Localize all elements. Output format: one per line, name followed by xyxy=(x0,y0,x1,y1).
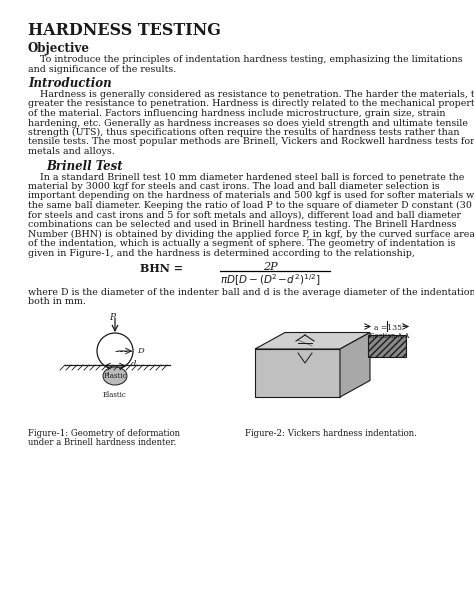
Text: under a Brinell hardness indenter.: under a Brinell hardness indenter. xyxy=(28,438,176,447)
Text: HARDNESS TESTING: HARDNESS TESTING xyxy=(28,22,221,39)
Polygon shape xyxy=(255,332,370,349)
Text: where D is the diameter of the indenter ball and d is the average diameter of th: where D is the diameter of the indenter … xyxy=(28,288,474,297)
Text: strength (UTS), thus specifications often require the results of hardness tests : strength (UTS), thus specifications ofte… xyxy=(28,128,459,137)
Text: In a standard Brinell test 10 mm diameter hardened steel ball is forced to penet: In a standard Brinell test 10 mm diamete… xyxy=(28,172,465,181)
Text: Figure-1: Geometry of deformation: Figure-1: Geometry of deformation xyxy=(28,429,180,438)
Text: Introduction: Introduction xyxy=(28,77,111,90)
Text: both in mm.: both in mm. xyxy=(28,297,86,306)
Polygon shape xyxy=(255,349,340,397)
Text: the same ball diameter. Keeping the ratio of load P to the square of diameter D : the same ball diameter. Keeping the rati… xyxy=(28,201,472,210)
Text: material by 3000 kgf for steels and cast irons. The load and ball diameter selec: material by 3000 kgf for steels and cast… xyxy=(28,182,439,191)
Text: P: P xyxy=(109,313,115,322)
Text: metals and alloys.: metals and alloys. xyxy=(28,147,115,156)
Text: combinations can be selected and used in Brinell hardness testing. The Brinell H: combinations can be selected and used in… xyxy=(28,220,456,229)
Text: BHN =: BHN = xyxy=(140,262,183,273)
Text: and significance of the results.: and significance of the results. xyxy=(28,64,176,74)
Text: Number (BHN) is obtained by dividing the applied force P, in kgf, by the curved : Number (BHN) is obtained by dividing the… xyxy=(28,229,474,238)
Text: To introduce the principles of indentation hardness testing, emphasizing the lim: To introduce the principles of indentati… xyxy=(28,55,463,64)
Text: Plastic: Plastic xyxy=(103,372,127,380)
Text: hardening, etc. Generally as hardness increases so does yield strength and ultim: hardening, etc. Generally as hardness in… xyxy=(28,118,468,128)
Text: given in Figure-1, and the hardness is determined according to the relationship,: given in Figure-1, and the hardness is d… xyxy=(28,248,415,257)
Text: a =135°: a =135° xyxy=(374,324,406,332)
Bar xyxy=(368,335,406,357)
Text: of the material. Factors influencing hardness include microstructure, grain size: of the material. Factors influencing har… xyxy=(28,109,446,118)
Text: of the indentation, which is actually a segment of sphere. The geometry of inden: of the indentation, which is actually a … xyxy=(28,239,456,248)
Text: 2P: 2P xyxy=(263,262,277,272)
Text: Section A-A: Section A-A xyxy=(370,332,409,340)
Polygon shape xyxy=(340,332,370,397)
Text: greater the resistance to penetration. Hardness is directly related to the mecha: greater the resistance to penetration. H… xyxy=(28,99,474,109)
Text: $\pi D[D-(D^2\!-\!d^{\,2})^{1/2}]$: $\pi D[D-(D^2\!-\!d^{\,2})^{1/2}]$ xyxy=(219,272,320,287)
Text: d: d xyxy=(131,360,137,368)
Text: Objective: Objective xyxy=(28,42,90,55)
Text: Hardness is generally considered as resistance to penetration. The harder the ma: Hardness is generally considered as resi… xyxy=(28,90,474,99)
Text: Elastic: Elastic xyxy=(103,391,127,399)
Ellipse shape xyxy=(103,367,127,385)
Text: Brinell Test: Brinell Test xyxy=(46,159,123,172)
Text: for steels and cast irons and 5 for soft metals and alloys), different load and : for steels and cast irons and 5 for soft… xyxy=(28,210,461,219)
Text: tensile tests. The most popular methods are Brinell, Vickers and Rockwell hardne: tensile tests. The most popular methods … xyxy=(28,137,474,147)
Text: Figure-2: Vickers hardness indentation.: Figure-2: Vickers hardness indentation. xyxy=(245,429,417,438)
Text: D: D xyxy=(137,347,144,355)
Text: important depending on the hardness of materials and 500 kgf is used for softer : important depending on the hardness of m… xyxy=(28,191,474,200)
